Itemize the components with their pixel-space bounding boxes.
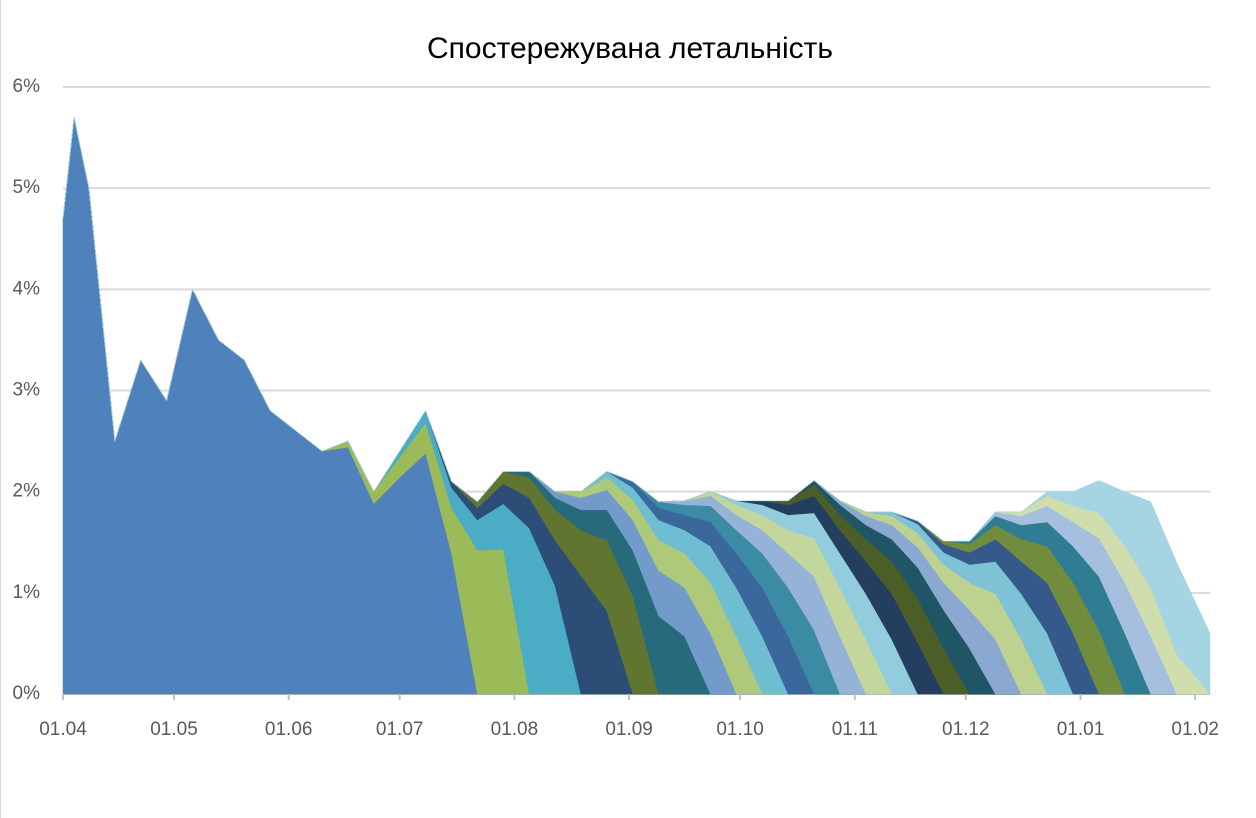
y-tick-label: 2% — [13, 481, 41, 502]
x-tick-label: 01.08 — [491, 719, 539, 740]
y-tick-label: 3% — [13, 380, 41, 401]
x-tick-label: 01.02 — [1171, 719, 1219, 740]
chart-title: Спостережувана летальність — [427, 32, 833, 65]
x-tick-label: 01.05 — [150, 719, 198, 740]
x-tick-label: 01.04 — [39, 719, 87, 740]
y-tick-label: 1% — [13, 582, 41, 603]
x-tick-label: 01.10 — [716, 719, 764, 740]
x-tick-label: 01.06 — [265, 719, 313, 740]
x-tick-label: 01.01 — [1057, 719, 1105, 740]
y-tick-label: 0% — [13, 683, 41, 704]
y-tick-label: 6% — [13, 76, 41, 97]
x-tick-label: 01.11 — [832, 719, 878, 740]
y-tick-label: 5% — [13, 177, 41, 198]
x-tick-label: 01.09 — [605, 719, 653, 740]
x-tick-label: 01.12 — [942, 719, 990, 740]
y-tick-label: 4% — [13, 278, 41, 299]
area — [62, 117, 1211, 695]
x-tick-label: 01.07 — [376, 719, 424, 740]
